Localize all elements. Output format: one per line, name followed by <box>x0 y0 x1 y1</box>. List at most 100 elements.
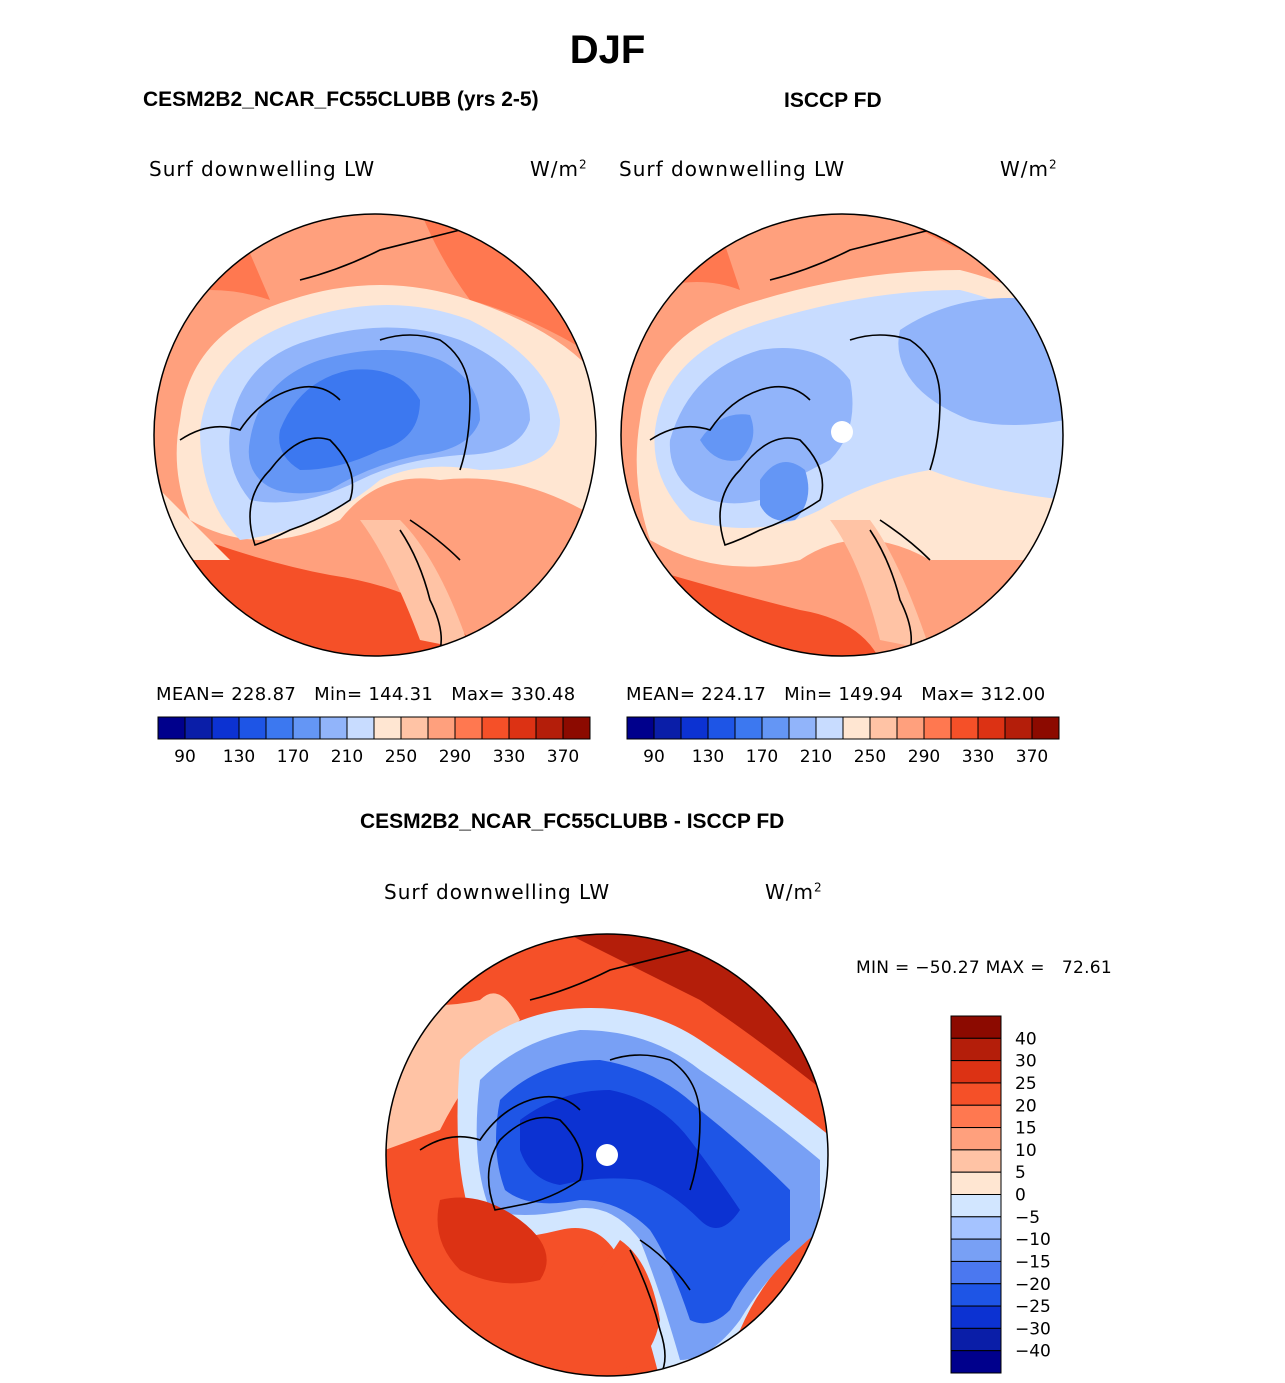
diff-colorbar-tick-label: 30 <box>1015 1052 1037 1072</box>
obs-colorbar-tick-label: 210 <box>800 747 832 767</box>
obs-colorbar-tick-label: 90 <box>643 747 665 767</box>
diff-colorbar-swatch <box>950 1149 1002 1173</box>
obs-map-border <box>620 213 1064 657</box>
obs-colorbar-swatch <box>923 716 952 740</box>
model-colorbar-swatch <box>184 716 213 740</box>
obs-colorbar-swatch <box>869 716 898 740</box>
obs-colorbar-swatch <box>1031 716 1060 740</box>
obs-colorbar-swatch <box>815 716 844 740</box>
diff-colorbar-swatch <box>950 1194 1002 1218</box>
diff-colorbar-tick-label: 10 <box>1015 1141 1037 1161</box>
obs-colorbar-swatch <box>707 716 736 740</box>
model-colorbar-tick-label: 90 <box>174 747 196 767</box>
model-colorbar-swatch <box>319 716 348 740</box>
obs-colorbar-swatch <box>788 716 817 740</box>
obs-colorbar-tick-label: 330 <box>962 747 994 767</box>
obs-colorbar-swatch <box>977 716 1006 740</box>
obs-colorbar-tick-label: 250 <box>854 747 886 767</box>
model-colorbar-swatch <box>562 716 591 740</box>
diff-colorbar-tick-label: −30 <box>1015 1319 1051 1339</box>
diff-colorbar-tick-label: 0 <box>1015 1186 1026 1206</box>
obs-colorbar-swatch <box>896 716 925 740</box>
diff-colorbar-tick-label: 5 <box>1015 1163 1026 1183</box>
model-colorbar-swatch <box>481 716 510 740</box>
diff-colorbar-swatch <box>950 1104 1002 1129</box>
model-units-label: W/m2 <box>530 157 588 181</box>
model-colorbar-swatch <box>454 716 483 740</box>
diff-colorbar-swatch <box>950 1171 1002 1195</box>
diff-colorbar-swatch <box>950 1082 1002 1106</box>
diff-colorbar-tick-label: 15 <box>1015 1119 1037 1139</box>
model-stats: MEAN= 228.87 Min= 144.31 Max= 330.48 <box>156 684 576 705</box>
obs-stats: MEAN= 224.17 Min= 149.94 Max= 312.00 <box>626 684 1046 705</box>
obs-colorbar-tick-label: 290 <box>908 747 940 767</box>
obs-colorbar-swatch <box>842 716 871 740</box>
obs-polar-map <box>621 214 1063 656</box>
obs-variable-label: Surf downwelling LW <box>619 157 846 181</box>
obs-colorbar-swatch <box>626 716 655 740</box>
obs-colorbar-swatch <box>734 716 763 740</box>
model-colorbar-tick-label: 250 <box>385 747 417 767</box>
diff-colorbar-swatch <box>950 1350 1002 1374</box>
model-colorbar-swatch <box>535 716 564 740</box>
model-colorbar-swatch <box>427 716 456 740</box>
diff-colorbar-tick-label: −20 <box>1015 1275 1051 1295</box>
diff-colorbar-tick-label: −10 <box>1015 1230 1051 1250</box>
obs-colorbar: 90 130 170 210 250 290 330 370 <box>626 716 1060 767</box>
model-colorbar-swatch <box>508 716 537 740</box>
obs-colorbar-swatch <box>950 716 979 740</box>
model-colorbar-swatch <box>373 716 402 740</box>
diff-colorbar-swatch <box>950 1283 1002 1307</box>
diff-colorbar-swatch <box>950 1327 1002 1352</box>
model-panel-title: CESM2B2_NCAR_FC55CLUBB (yrs 2-5) <box>143 88 539 111</box>
model-colorbar-swatch <box>157 716 186 740</box>
diff-colorbar-tick-label: −5 <box>1015 1208 1040 1228</box>
model-colorbar-swatch <box>211 716 240 740</box>
diff-colorbar-tick-label: −25 <box>1015 1297 1051 1317</box>
obs-units-label: W/m2 <box>1000 157 1058 181</box>
model-colorbar: 90 130 170 210 250 290 330 370 <box>157 716 591 767</box>
obs-colorbar-swatch <box>680 716 709 740</box>
obs-colorbar-tick-label: 170 <box>746 747 778 767</box>
diff-colorbar-tick-label: −40 <box>1015 1342 1051 1362</box>
model-variable-label: Surf downwelling LW <box>149 157 376 181</box>
diff-colorbar-swatch <box>950 1015 1002 1039</box>
season-title: DJF <box>569 28 646 72</box>
obs-colorbar-tick-label: 130 <box>692 747 724 767</box>
diff-colorbar-tick-label: −15 <box>1015 1252 1051 1272</box>
diff-minmax: MIN = −50.27 MAX = 72.61 <box>856 958 1113 978</box>
model-colorbar-tick-label: 210 <box>331 747 363 767</box>
diff-colorbar-swatch <box>950 1238 1002 1262</box>
diff-colorbar-swatch <box>950 1037 1002 1062</box>
coastlines <box>179 229 941 1376</box>
diff-colorbar-swatch <box>950 1305 1002 1329</box>
diff-variable-label: Surf downwelling LW <box>384 880 611 904</box>
model-polar-map <box>154 214 596 656</box>
model-colorbar-tick-label: 170 <box>277 747 309 767</box>
model-colorbar-tick-label: 130 <box>223 747 255 767</box>
obs-colorbar-tick-label: 370 <box>1016 747 1048 767</box>
model-colorbar-swatch <box>400 716 429 740</box>
model-colorbar-swatch <box>265 716 294 740</box>
diff-colorbar-tick-label: 20 <box>1015 1096 1037 1116</box>
obs-colorbar-swatch <box>761 716 790 740</box>
model-colorbar-tick-label: 370 <box>547 747 579 767</box>
diff-map-border <box>385 933 829 1377</box>
diff-colorbar-tick-label: 40 <box>1015 1029 1037 1049</box>
model-colorbar-swatch <box>292 716 321 740</box>
model-colorbar-swatch <box>238 716 267 740</box>
obs-panel-title: ISCCP FD <box>784 89 882 112</box>
diff-colorbar-swatch <box>950 1060 1002 1084</box>
model-map-border <box>153 213 597 657</box>
obs-colorbar-swatch <box>1004 716 1033 740</box>
diff-panel-title: CESM2B2_NCAR_FC55CLUBB - ISCCP FD <box>360 810 785 833</box>
diff-units-label: W/m2 <box>765 880 823 904</box>
diff-colorbar-swatch <box>950 1260 1002 1285</box>
model-colorbar-tick-label: 290 <box>439 747 471 767</box>
model-colorbar-swatch <box>346 716 375 740</box>
diff-colorbar-swatch <box>950 1127 1002 1151</box>
diff-colorbar-tick-label: 25 <box>1015 1074 1037 1094</box>
diff-colorbar-swatch <box>950 1216 1002 1240</box>
model-colorbar-tick-label: 330 <box>493 747 525 767</box>
